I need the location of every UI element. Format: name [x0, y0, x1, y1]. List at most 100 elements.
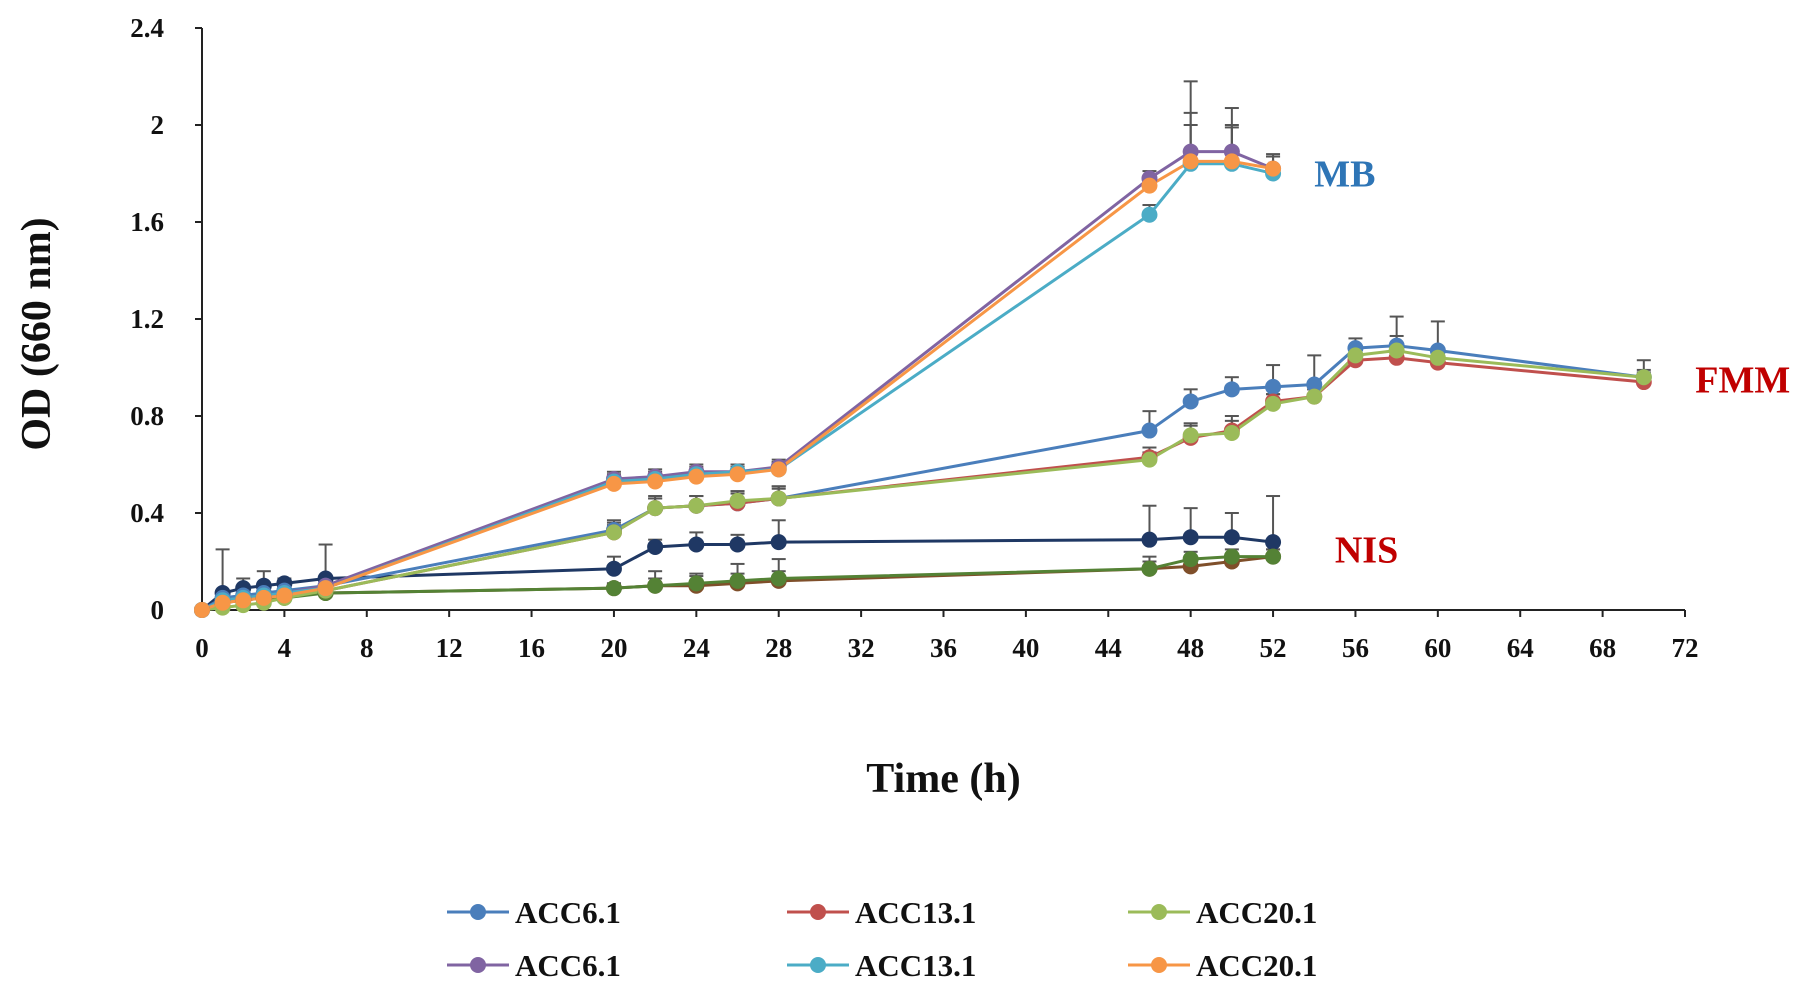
- data-point-mb-acc20-1: [729, 466, 746, 483]
- data-point-fmm-acc6-1: [1141, 422, 1158, 439]
- annotations: MB FMM NIS: [1314, 154, 1790, 572]
- x-tick-label: 52: [1260, 633, 1287, 663]
- series-line-fmm-acc20-1: [201, 349, 1644, 612]
- data-point-nis-acc6-1: [770, 534, 787, 551]
- series-points: [194, 143, 1652, 618]
- data-point-nis-acc6-1: [1265, 534, 1282, 551]
- data-point-mb-acc20-1: [235, 592, 252, 609]
- data-point-fmm-acc6-1: [1306, 376, 1323, 393]
- legend: ACC6.1 ACC13.1 ACC20.1 ACC6.1 ACC13.1 ACC20.1: [447, 895, 1317, 983]
- x-tick-label: 20: [600, 633, 627, 663]
- data-point-fmm-acc20-1: [1306, 388, 1323, 405]
- data-point-nis-acc20-1: [688, 575, 705, 592]
- legend-label: ACC20.1: [1196, 948, 1317, 983]
- legend-label: ACC13.1: [855, 948, 976, 983]
- y-tick-label: 2.4: [130, 13, 164, 43]
- legend-swatch-marker: [470, 957, 486, 973]
- data-point-nis-acc20-1: [1141, 560, 1158, 577]
- data-point-fmm-acc20-1: [1388, 342, 1405, 359]
- annotation-mb: MB: [1314, 154, 1375, 196]
- legend-swatch-marker: [1151, 957, 1167, 973]
- data-point-nis-acc6-1: [647, 538, 664, 555]
- legend-swatch-marker: [1151, 904, 1167, 920]
- legend-label: ACC6.1: [515, 895, 621, 930]
- x-tick-label: 44: [1095, 633, 1122, 663]
- y-axis-title: OD (660 nm): [14, 217, 60, 450]
- data-point-nis-acc6-1: [688, 536, 705, 553]
- data-point-mb-acc13-1: [1141, 206, 1158, 223]
- data-point-mb-acc20-1: [605, 475, 622, 492]
- legend-swatch-marker: [810, 904, 826, 920]
- legend-swatch-marker: [470, 904, 486, 920]
- data-point-fmm-acc20-1: [1223, 424, 1240, 441]
- annotation-nis: NIS: [1335, 529, 1398, 571]
- data-point-nis-acc20-1: [1265, 548, 1282, 565]
- data-point-nis-acc20-1: [1182, 551, 1199, 568]
- legend-label: ACC13.1: [855, 895, 976, 930]
- y-tick-label: 0.4: [130, 498, 164, 528]
- series-line-fmm-acc6-1: [201, 344, 1644, 612]
- data-point-fmm-acc6-1: [1182, 393, 1199, 410]
- data-point-mb-acc20-1: [1265, 160, 1282, 177]
- x-tick-label: 32: [848, 633, 875, 663]
- x-tick-label: 72: [1672, 633, 1699, 663]
- x-tick-label: 8: [360, 633, 374, 663]
- data-point-mb-acc20-1: [214, 594, 231, 611]
- x-tick-label: 0: [195, 633, 209, 663]
- axes: 00.40.81.21.622.40 4 8 12 16 20 24 28 32 36 40 44 48…: [130, 13, 1698, 663]
- data-point-fmm-acc6-1: [1265, 378, 1282, 395]
- data-point-fmm-acc20-1: [605, 524, 622, 541]
- x-tick-label: 4: [278, 633, 292, 663]
- data-point-fmm-acc20-1: [1429, 349, 1446, 366]
- data-point-fmm-acc20-1: [1347, 347, 1364, 364]
- data-point-fmm-acc20-1: [729, 492, 746, 509]
- data-point-fmm-acc20-1: [647, 500, 664, 517]
- x-tick-label: 64: [1507, 633, 1534, 663]
- data-point-mb-acc20-1: [276, 587, 293, 604]
- y-tick-label: 1.6: [130, 207, 164, 237]
- data-point-nis-acc6-1: [1182, 529, 1199, 546]
- x-axis-title: Time (h): [866, 756, 1020, 802]
- data-point-nis-acc6-1: [729, 536, 746, 553]
- x-tick-label: 12: [436, 633, 463, 663]
- x-tick-label: 68: [1589, 633, 1616, 663]
- legend-swatch-marker: [810, 957, 826, 973]
- data-point-nis-acc20-1: [647, 577, 664, 594]
- data-point-nis-acc20-1: [770, 570, 787, 587]
- y-tick-label: 1.2: [130, 304, 164, 334]
- data-point-nis-acc20-1: [1223, 548, 1240, 565]
- data-point-mb-acc20-1: [1223, 153, 1240, 170]
- data-point-fmm-acc20-1: [1635, 369, 1652, 386]
- x-tick-label: 60: [1424, 633, 1451, 663]
- data-point-fmm-acc6-1: [1223, 381, 1240, 398]
- data-point-fmm-acc20-1: [1265, 395, 1282, 412]
- x-tick-label: 16: [518, 633, 545, 663]
- x-tick-label: 28: [765, 633, 792, 663]
- data-point-mb-acc20-1: [647, 473, 664, 490]
- legend-label: ACC6.1: [515, 948, 621, 983]
- x-tick-label: 24: [683, 633, 710, 663]
- data-point-nis-acc6-1: [1141, 531, 1158, 548]
- data-point-mb-acc20-1: [317, 580, 334, 597]
- data-point-fmm-acc20-1: [770, 490, 787, 507]
- series-lines: [201, 150, 1644, 612]
- annotation-fmm: FMM: [1695, 360, 1790, 402]
- x-tick-label: 48: [1177, 633, 1204, 663]
- data-point-fmm-acc20-1: [1141, 451, 1158, 468]
- data-point-mb-acc20-1: [255, 589, 272, 606]
- data-point-fmm-acc20-1: [688, 497, 705, 514]
- data-point-nis-acc20-1: [605, 580, 622, 597]
- y-tick-label: 0: [151, 595, 165, 625]
- x-tick-label: 56: [1342, 633, 1369, 663]
- data-point-nis-acc6-1: [1223, 529, 1240, 546]
- x-tick-label: 40: [1012, 633, 1039, 663]
- y-tick-label: 2: [151, 110, 165, 140]
- x-tick-label: 36: [930, 633, 957, 663]
- data-point-nis-acc6-1: [605, 560, 622, 577]
- data-point-mb-acc20-1: [1182, 153, 1199, 170]
- data-point-mb-acc20-1: [770, 461, 787, 478]
- data-point-mb-acc20-1: [194, 602, 210, 618]
- y-tick-label: 0.8: [130, 401, 164, 431]
